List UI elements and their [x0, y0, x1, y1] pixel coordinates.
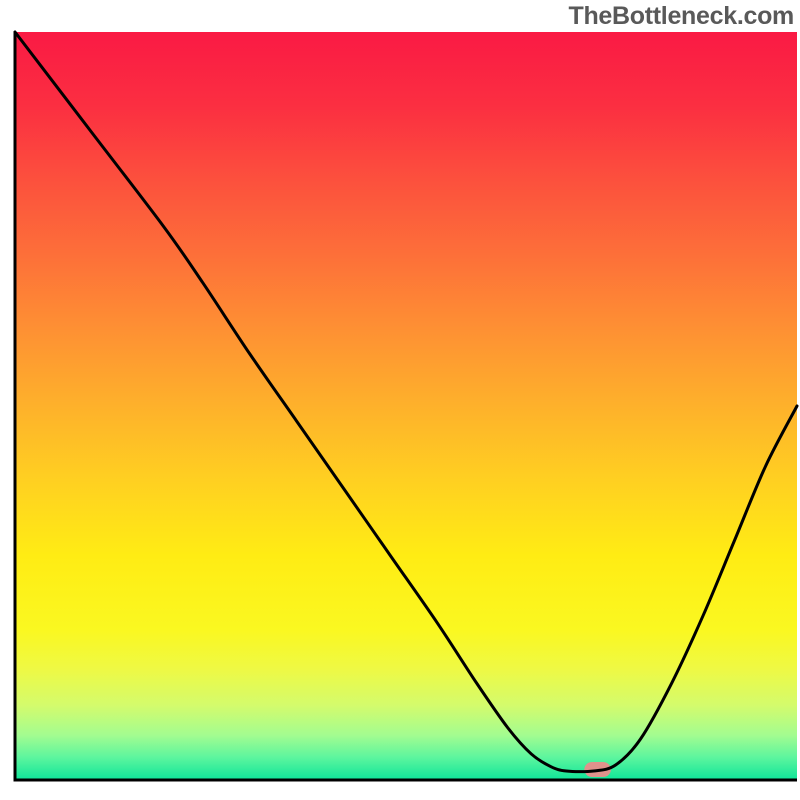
bottleneck-chart — [0, 0, 800, 800]
chart-container: TheBottleneck.com — [0, 0, 800, 800]
